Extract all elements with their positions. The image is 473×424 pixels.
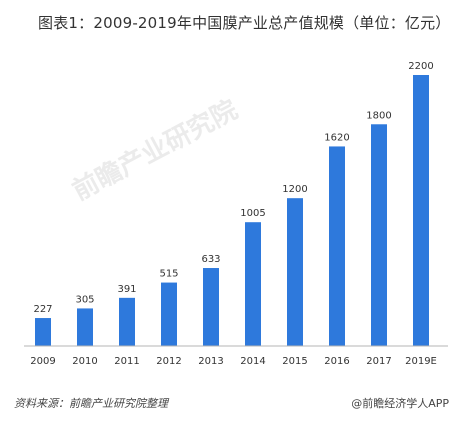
value-label-2012: 515: [159, 269, 178, 280]
x-tick-labels-group: 2009 2010 2011 2012 2013 2014 2015 2016 2017 2019…: [30, 356, 437, 367]
x-tick-label-2010: 2010: [72, 356, 97, 367]
x-tick-label-2011: 2011: [114, 356, 139, 367]
x-tick-label-2014: 2014: [240, 356, 265, 367]
bar-2015: [287, 198, 303, 346]
bar-2009: [35, 318, 51, 346]
value-label-2017: 1800: [366, 110, 391, 121]
bar-2016: [329, 146, 345, 346]
bar-2012: [161, 282, 177, 346]
value-label-2019E: 2200: [408, 61, 433, 72]
value-labels-group: 227 305 391 515 633 1005 1200 1620 1800 2200: [33, 61, 433, 315]
x-tick-label-2015: 2015: [282, 356, 307, 367]
bar-2013: [203, 268, 219, 346]
x-tick-label-2009: 2009: [30, 356, 55, 367]
bar-2017: [371, 124, 387, 346]
source-note: 资料来源：前瞻产业研究院整理: [14, 397, 168, 410]
x-tick-label-2013: 2013: [198, 356, 223, 367]
bar-2011: [119, 297, 135, 346]
x-tick-label-2019E: 2019E: [405, 356, 437, 367]
value-label-2009: 227: [33, 304, 52, 315]
value-label-2010: 305: [75, 294, 94, 305]
bar-2019E: [413, 75, 429, 346]
credit-note: @前瞻经济学人APP: [351, 397, 449, 410]
x-tick-label-2016: 2016: [324, 356, 349, 367]
value-label-2011: 391: [117, 284, 136, 295]
value-label-2015: 1200: [282, 184, 307, 195]
chart-title: 图表1：2009-2019年中国膜产业总产值规模（单位：亿元）: [38, 14, 451, 32]
x-tick-label-2012: 2012: [156, 356, 181, 367]
bars-group: [35, 75, 429, 346]
bar-2014: [245, 222, 261, 346]
value-label-2016: 1620: [324, 132, 349, 143]
x-tick-label-2017: 2017: [366, 356, 391, 367]
value-label-2013: 633: [201, 254, 220, 265]
value-label-2014: 1005: [240, 208, 265, 219]
bar-2010: [77, 308, 93, 346]
